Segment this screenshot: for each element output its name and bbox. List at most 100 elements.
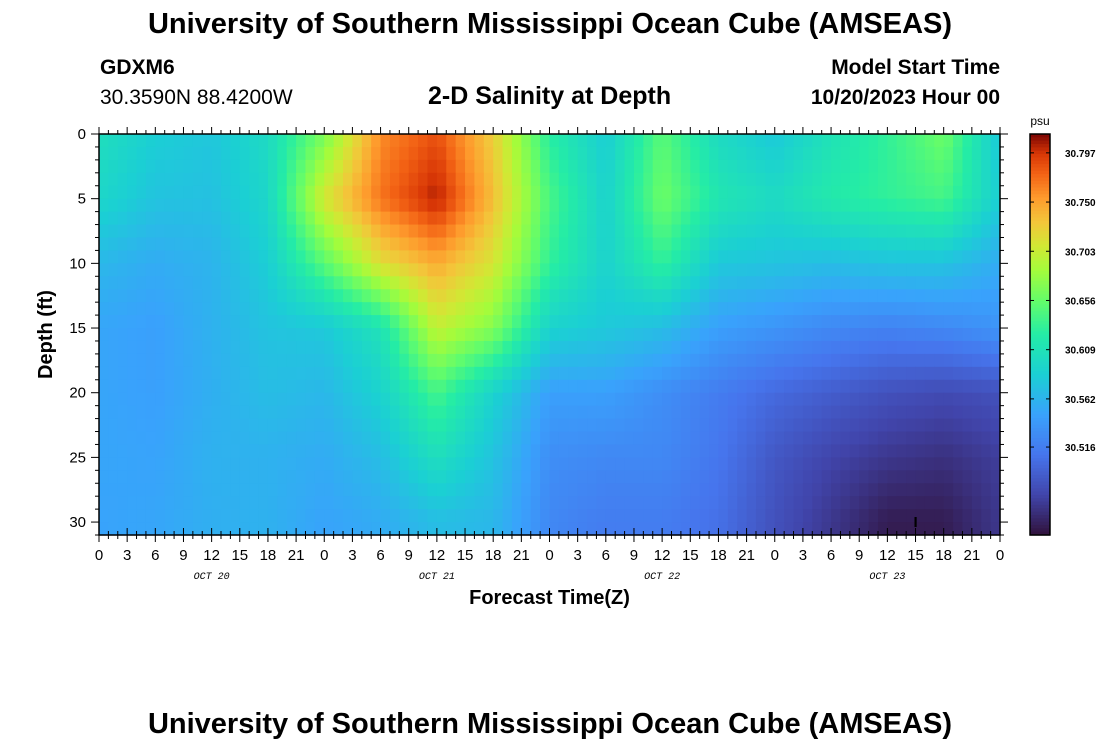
heatmap-cell	[671, 315, 682, 329]
heatmap-cell	[840, 302, 851, 316]
heatmap-cell	[155, 315, 166, 329]
heatmap-cell	[333, 483, 344, 497]
heatmap-cell	[558, 146, 569, 161]
heatmap-cell	[155, 379, 166, 394]
heatmap-cell	[286, 224, 297, 239]
heatmap-cell	[249, 289, 260, 303]
heatmap-cell	[549, 146, 560, 161]
heatmap-cell	[859, 198, 870, 213]
heatmap-cell	[934, 392, 945, 407]
heatmap-cell	[915, 172, 926, 187]
heatmap-cell	[136, 353, 147, 368]
heatmap-cell	[793, 522, 804, 536]
colorbar-segment	[1030, 157, 1050, 162]
colorbar-segment	[1030, 491, 1050, 496]
heatmap-cell	[709, 276, 720, 290]
heatmap-cell	[361, 134, 372, 148]
heatmap-cell	[314, 457, 325, 471]
heatmap-cell	[727, 159, 738, 174]
heatmap-cell	[849, 211, 860, 226]
heatmap-cell	[643, 392, 654, 407]
heatmap-cell	[605, 211, 616, 226]
heatmap-cell	[465, 405, 476, 420]
heatmap-cell	[699, 328, 710, 342]
heatmap-cell	[258, 159, 269, 174]
heatmap-cell	[549, 263, 560, 277]
heatmap-cell	[99, 496, 109, 510]
heatmap-cell	[502, 405, 513, 420]
heatmap-cell	[831, 159, 842, 174]
heatmap-cell	[483, 340, 494, 355]
heatmap-cell	[699, 379, 710, 394]
heatmap-cell	[277, 263, 288, 277]
colorbar-segment	[1030, 164, 1050, 169]
heatmap-cell	[709, 263, 720, 277]
x-tick-label: 3	[123, 547, 131, 564]
heatmap-cell	[793, 159, 804, 174]
colorbar-segment	[1030, 391, 1050, 396]
heatmap-cell	[436, 134, 447, 148]
heatmap-cell	[615, 146, 626, 161]
heatmap-cell	[690, 509, 701, 523]
heatmap-cell	[408, 263, 419, 277]
heatmap-cell	[408, 185, 419, 200]
heatmap-cell	[296, 496, 307, 510]
heatmap-cell	[455, 211, 466, 226]
heatmap-cell	[446, 340, 457, 355]
heatmap-cell	[615, 444, 626, 458]
heatmap-cell	[990, 302, 1001, 316]
heatmap-cell	[821, 211, 832, 226]
heatmap-cell	[906, 328, 917, 342]
heatmap-cell	[859, 211, 870, 226]
heatmap-cell	[643, 444, 654, 458]
heatmap-cell	[802, 353, 813, 368]
heatmap-cell	[709, 237, 720, 252]
heatmap-cell	[305, 366, 316, 381]
heatmap-cell	[812, 172, 823, 187]
heatmap-cell	[211, 134, 222, 148]
heatmap-cell	[361, 496, 372, 510]
heatmap-cell	[802, 470, 813, 484]
heatmap-cell	[690, 263, 701, 277]
heatmap-cell	[361, 250, 372, 264]
heatmap-cell	[380, 263, 391, 277]
heatmap-cell	[943, 211, 954, 226]
heatmap-cell	[174, 522, 185, 536]
heatmap-cell	[389, 146, 400, 161]
heatmap-cell	[568, 211, 579, 226]
heatmap-cell	[277, 224, 288, 239]
heatmap-cell	[755, 224, 766, 239]
heatmap-cell	[361, 224, 372, 239]
heatmap-cell	[380, 522, 391, 536]
heatmap-cell	[258, 405, 269, 420]
heatmap-cell	[155, 353, 166, 368]
heatmap-cell	[267, 211, 278, 226]
heatmap-cell	[990, 366, 1001, 381]
heatmap-cell	[343, 198, 354, 213]
heatmap-cell	[596, 366, 607, 381]
heatmap-cell	[296, 483, 307, 497]
heatmap-cell	[99, 457, 109, 471]
heatmap-cell	[587, 366, 598, 381]
heatmap-cell	[305, 522, 316, 536]
heatmap-cell	[277, 366, 288, 381]
heatmap-cell	[812, 522, 823, 536]
heatmap-cell	[605, 289, 616, 303]
heatmap-cell	[324, 172, 335, 187]
heatmap-cell	[943, 185, 954, 200]
heatmap-cell	[427, 302, 438, 316]
heatmap-cell	[577, 392, 588, 407]
heatmap-cell	[117, 483, 128, 497]
heatmap-cell	[633, 237, 644, 252]
heatmap-cell	[981, 159, 992, 174]
heatmap-cell	[774, 185, 785, 200]
heatmap-cell	[277, 444, 288, 458]
heatmap-cell	[389, 315, 400, 329]
colorbar-segment	[1030, 287, 1050, 292]
heatmap-cell	[840, 405, 851, 420]
heatmap-cell	[530, 276, 541, 290]
heatmap-cell	[540, 379, 551, 394]
heatmap-cell	[643, 276, 654, 290]
heatmap-cell	[493, 146, 504, 161]
heatmap-cell	[296, 276, 307, 290]
